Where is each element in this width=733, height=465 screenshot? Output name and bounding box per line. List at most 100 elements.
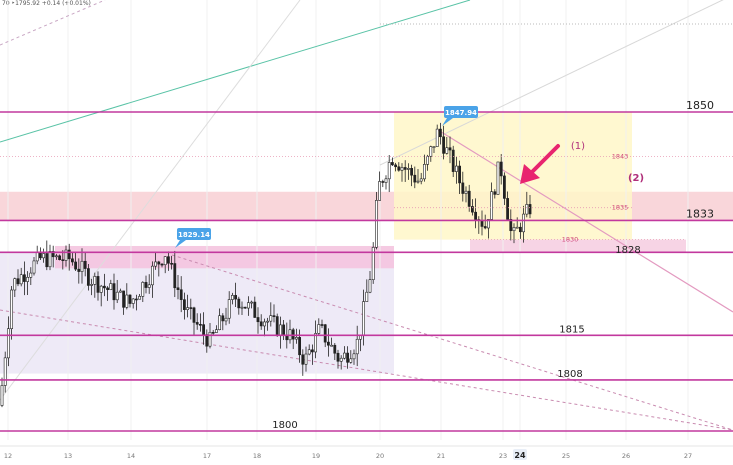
candle[interactable] [80,248,84,284]
candle[interactable] [7,316,10,367]
candle[interactable] [160,263,164,268]
candle[interactable] [151,261,154,298]
candle[interactable] [390,157,394,167]
candle[interactable] [90,278,94,296]
candle[interactable] [83,252,87,277]
candle[interactable] [167,251,170,271]
candle[interactable] [231,292,234,305]
candle[interactable] [221,313,225,331]
candle[interactable] [38,247,42,260]
candle[interactable] [32,256,36,276]
candle[interactable] [275,313,279,337]
candle[interactable] [400,163,404,182]
candle[interactable] [525,191,529,218]
candle[interactable] [122,290,126,315]
candle[interactable] [294,328,298,344]
candle[interactable] [458,160,462,194]
candle[interactable] [58,254,62,261]
candle[interactable] [336,349,340,369]
candle[interactable] [154,252,158,270]
candle[interactable] [314,320,318,359]
candle[interactable] [74,251,78,271]
candle[interactable] [515,217,519,229]
candle[interactable] [426,154,430,171]
candle[interactable] [483,214,487,230]
candle[interactable] [326,328,330,357]
candle[interactable] [237,296,241,315]
candle[interactable] [429,145,433,162]
candle[interactable] [96,271,100,301]
candle[interactable] [355,325,359,367]
candle[interactable] [272,304,276,323]
candle[interactable] [330,337,334,347]
candle[interactable] [163,256,167,274]
candle[interactable] [173,250,177,298]
candle[interactable] [378,171,382,201]
candle[interactable] [112,273,116,310]
candle[interactable] [394,162,398,172]
candle[interactable] [26,271,30,295]
dashed-trend-line-low[interactable] [0,309,733,431]
candle[interactable] [170,255,174,270]
candle[interactable] [215,325,218,333]
candle[interactable] [211,329,215,336]
candle[interactable] [445,136,449,155]
candle[interactable] [304,346,308,372]
candle[interactable] [135,294,138,311]
candle[interactable] [493,189,497,199]
candle[interactable] [506,191,510,220]
candle[interactable] [128,294,132,308]
candle[interactable] [87,264,90,291]
candle[interactable] [141,281,145,303]
candle[interactable] [103,273,106,297]
candle[interactable] [10,286,14,340]
candle[interactable] [432,146,436,153]
candle[interactable] [413,166,417,189]
candle[interactable] [125,283,129,310]
candle[interactable] [509,209,513,241]
candle[interactable] [67,243,71,271]
candle[interactable] [368,271,372,294]
candle[interactable] [371,242,375,284]
price-callout[interactable]: 1847.94 [442,106,478,126]
candle[interactable] [454,156,458,184]
candle[interactable] [259,314,263,330]
candle[interactable] [419,172,423,185]
candle[interactable] [0,377,4,408]
candle[interactable] [61,250,65,270]
candle[interactable] [71,252,74,266]
candle[interactable] [266,317,270,331]
candle[interactable] [397,162,401,172]
candle[interactable] [48,244,52,271]
candle[interactable] [307,344,311,356]
candle[interactable] [416,168,420,184]
candle[interactable] [467,184,471,212]
candle[interactable] [144,275,148,294]
candle[interactable] [99,284,103,307]
candle[interactable] [45,240,49,271]
candle[interactable] [291,327,295,350]
candle[interactable] [352,349,356,365]
candle[interactable] [186,294,190,318]
dashed-trend-line-top[interactable] [0,0,106,46]
candle[interactable] [256,307,260,334]
candle[interactable] [138,294,142,300]
candle[interactable] [119,288,122,293]
candle[interactable] [301,349,305,376]
candle[interactable] [448,136,452,164]
candle[interactable] [54,253,58,260]
candle[interactable] [131,298,135,309]
candle[interactable] [349,350,353,364]
candle[interactable] [234,282,238,308]
candle[interactable] [51,245,55,268]
candle[interactable] [522,205,526,243]
candle[interactable] [490,182,494,220]
candle[interactable] [176,275,180,300]
candle[interactable] [310,344,314,365]
candle[interactable] [384,175,388,190]
candle[interactable] [403,160,407,182]
candle[interactable] [496,161,500,195]
candle[interactable] [528,194,532,219]
candle[interactable] [189,298,193,320]
